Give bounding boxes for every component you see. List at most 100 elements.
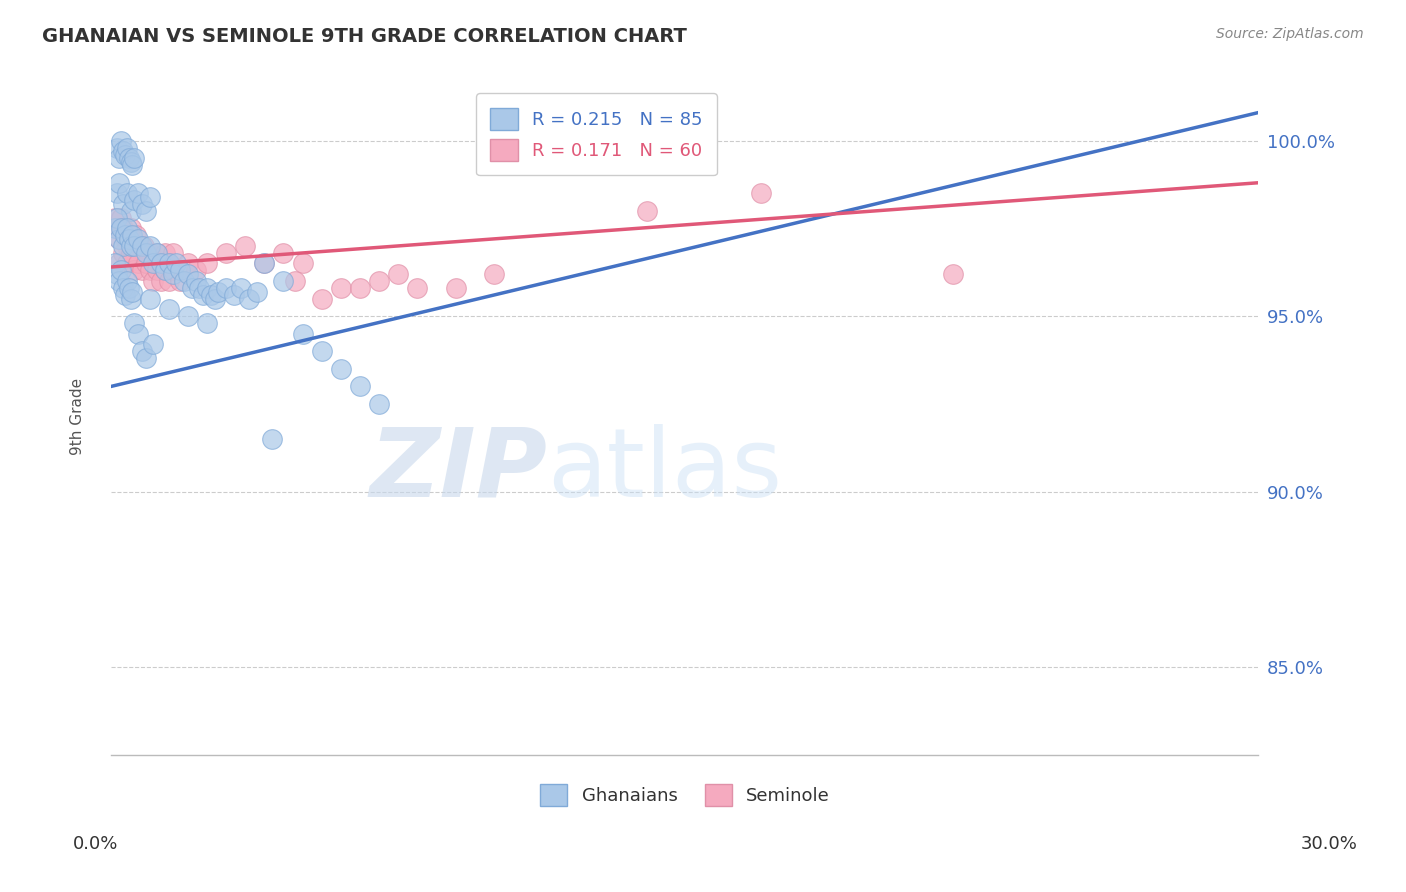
Point <box>636 203 658 218</box>
Point <box>157 256 180 270</box>
Point <box>142 337 165 351</box>
Point <box>177 309 200 323</box>
Point <box>105 221 128 235</box>
Point <box>108 176 131 190</box>
Point <box>108 232 131 246</box>
Text: 30.0%: 30.0% <box>1301 835 1357 853</box>
Point <box>238 292 260 306</box>
Point <box>127 186 149 201</box>
Point <box>110 211 132 225</box>
Text: ZIP: ZIP <box>370 424 547 516</box>
Point <box>291 326 314 341</box>
Point <box>233 239 256 253</box>
Point <box>121 228 143 243</box>
Point <box>114 147 136 161</box>
Legend: Ghanaians, Seminole: Ghanaians, Seminole <box>533 777 837 814</box>
Point <box>131 344 153 359</box>
Point <box>200 288 222 302</box>
Point <box>941 267 963 281</box>
Point <box>177 267 200 281</box>
Point <box>110 134 132 148</box>
Point <box>311 344 333 359</box>
Point <box>146 246 169 260</box>
Text: Source: ZipAtlas.com: Source: ZipAtlas.com <box>1216 27 1364 41</box>
Point <box>184 274 207 288</box>
Point <box>121 232 143 246</box>
Point <box>117 151 139 165</box>
Point <box>114 232 136 246</box>
Point <box>108 256 131 270</box>
Point <box>121 158 143 172</box>
Point <box>153 263 176 277</box>
Point <box>291 256 314 270</box>
Point <box>124 263 146 277</box>
Point <box>124 239 146 253</box>
Point <box>193 288 215 302</box>
Point <box>195 316 218 330</box>
Point <box>349 281 371 295</box>
Point <box>120 292 142 306</box>
Point <box>105 211 128 225</box>
Point <box>105 267 128 281</box>
Point <box>162 246 184 260</box>
Point <box>153 263 176 277</box>
Point <box>127 232 149 246</box>
Point <box>150 256 173 270</box>
Text: 0.0%: 0.0% <box>73 835 118 853</box>
Point <box>115 141 138 155</box>
Point <box>195 256 218 270</box>
Point <box>150 274 173 288</box>
Point <box>138 190 160 204</box>
Point <box>146 246 169 260</box>
Point <box>129 239 152 253</box>
Point <box>105 186 128 201</box>
Point <box>153 246 176 260</box>
Point <box>105 141 128 155</box>
Point <box>104 211 127 225</box>
Point <box>204 292 226 306</box>
Point <box>115 221 138 235</box>
Point <box>131 196 153 211</box>
Point <box>329 281 352 295</box>
Point <box>138 239 160 253</box>
Point <box>406 281 429 295</box>
Point <box>127 246 149 260</box>
Point <box>108 232 131 246</box>
Point <box>124 239 146 253</box>
Point <box>162 263 184 277</box>
Point <box>188 281 211 295</box>
Point <box>284 274 307 288</box>
Point <box>120 239 142 253</box>
Point <box>115 239 138 253</box>
Point <box>131 263 153 277</box>
Point <box>111 239 134 253</box>
Point <box>114 228 136 243</box>
Point <box>157 302 180 317</box>
Point <box>111 281 134 295</box>
Point <box>124 316 146 330</box>
Point <box>142 274 165 288</box>
Point <box>110 263 132 277</box>
Point <box>150 256 173 270</box>
Point <box>368 397 391 411</box>
Point <box>138 292 160 306</box>
Point <box>108 274 131 288</box>
Point <box>115 186 138 201</box>
Point <box>117 232 139 246</box>
Point <box>132 239 155 253</box>
Point <box>135 246 157 260</box>
Text: atlas: atlas <box>547 424 782 516</box>
Point <box>349 379 371 393</box>
Point <box>135 203 157 218</box>
Point <box>169 263 191 277</box>
Point <box>117 281 139 295</box>
Point <box>117 228 139 243</box>
Point <box>135 351 157 366</box>
Point <box>111 246 134 260</box>
Point <box>104 256 127 270</box>
Point <box>177 256 200 270</box>
Point <box>253 256 276 270</box>
Point <box>120 246 142 260</box>
Point <box>222 288 245 302</box>
Point <box>231 281 253 295</box>
